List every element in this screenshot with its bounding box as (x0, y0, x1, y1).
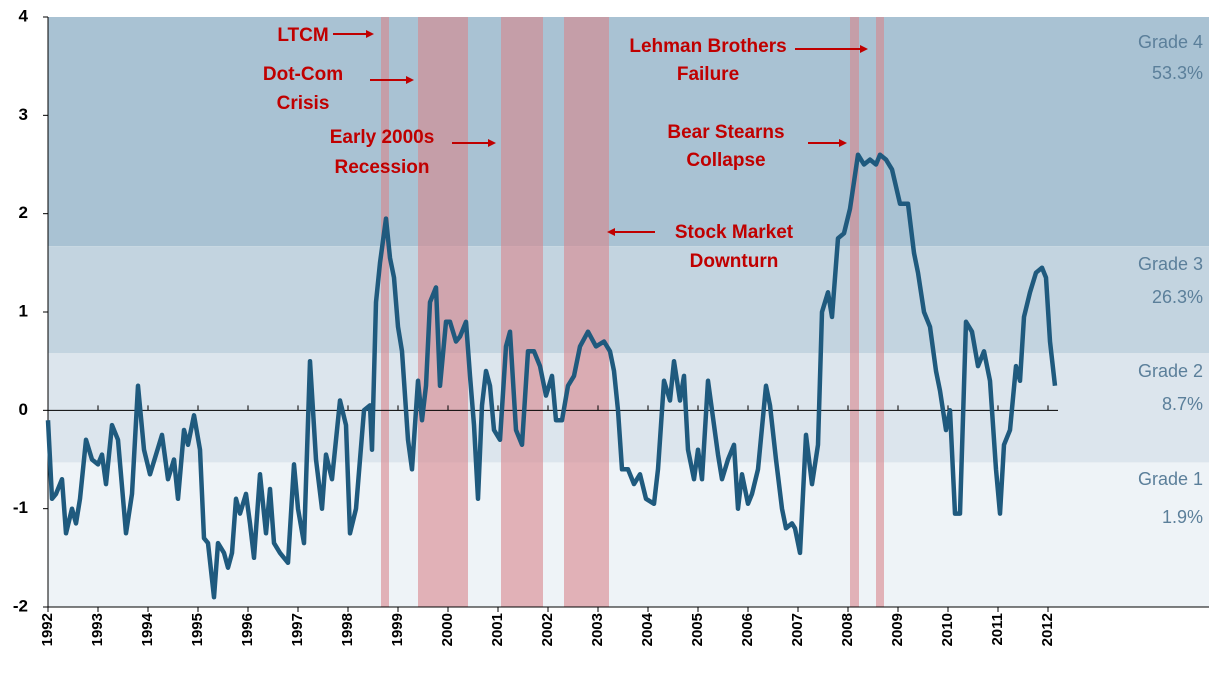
series-line (45, 152, 1058, 600)
grade-share: 26.3% (1152, 287, 1203, 307)
grade-name: Grade 2 (1138, 361, 1203, 381)
y-tick-label: 3 (19, 105, 28, 124)
annotation-text: Downturn (690, 251, 779, 272)
x-tick-label: 2002 (539, 613, 556, 646)
annotation-text: Dot-Com (263, 64, 343, 85)
grade-share: 53.3% (1152, 63, 1203, 83)
x-tick-label: 1992 (39, 613, 56, 646)
annotation-text: Early 2000s (330, 127, 435, 148)
grade-name: Grade 3 (1138, 254, 1203, 274)
grade-share: 8.7% (1162, 394, 1203, 414)
x-tick-label: 1999 (389, 613, 406, 646)
annotation-text: Recession (334, 157, 429, 178)
annotation-text: Bear Stearns (667, 122, 784, 143)
grade-band (48, 17, 1209, 247)
shaded-period (876, 17, 884, 607)
x-tick-label: 2008 (839, 613, 856, 646)
y-tick-label: 1 (19, 301, 28, 320)
shaded-period (850, 17, 859, 607)
x-tick-label: 2001 (489, 613, 506, 646)
annotation-text: LTCM (277, 25, 328, 46)
grade-band (48, 353, 1209, 463)
grade-name: Grade 1 (1138, 469, 1203, 489)
y-tick-label: 4 (19, 6, 29, 25)
x-tick-label: 2000 (439, 613, 456, 646)
annotation-text: Crisis (277, 93, 330, 114)
grade-band (48, 246, 1209, 354)
grade-share: 1.9% (1162, 507, 1203, 527)
y-tick-label: 0 (19, 400, 28, 419)
x-tick-label: 1995 (189, 613, 206, 646)
grade-band (48, 462, 1209, 607)
x-tick-label: 2004 (639, 612, 656, 646)
x-tick-label: 2003 (589, 613, 606, 646)
annotation-text: Failure (677, 64, 739, 85)
x-tick-label: 2006 (739, 613, 756, 646)
grade-name: Grade 4 (1138, 32, 1203, 52)
x-tick-label: 2005 (689, 613, 706, 646)
x-tick-label: 1993 (89, 613, 106, 646)
shaded-period (418, 17, 468, 607)
x-tick-label: 2012 (1039, 613, 1056, 646)
y-tick-label: -2 (13, 596, 28, 615)
shaded-period (564, 17, 609, 607)
annotation-text: Lehman Brothers (629, 36, 786, 57)
annotation-text: Collapse (686, 150, 765, 171)
shaded-period (381, 17, 389, 607)
x-tick-label: 2007 (789, 613, 806, 646)
y-tick-label: -1 (13, 498, 28, 517)
x-tick-label: 2009 (889, 613, 906, 646)
x-tick-label: 1996 (239, 613, 256, 646)
x-tick-label: 2010 (939, 613, 956, 646)
annotation-text: Stock Market (675, 222, 794, 243)
shaded-period (501, 17, 543, 607)
x-tick-label: 1998 (339, 613, 356, 646)
x-tick-label: 2011 (989, 613, 1006, 646)
x-tick-label: 1997 (289, 613, 306, 646)
x-tick-label: 1994 (139, 612, 156, 646)
y-tick-label: 2 (19, 203, 28, 222)
